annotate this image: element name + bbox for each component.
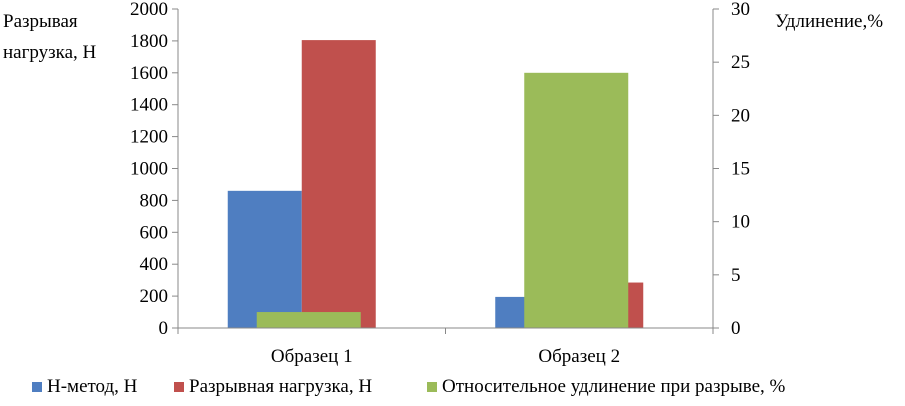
bar-breaking-load-1: [301, 40, 376, 328]
x-tick-label: Образец 2: [538, 346, 620, 367]
y-left-tick-label: 2000: [130, 0, 168, 20]
y-left-tick-label: 1400: [130, 95, 168, 116]
x-tick-label: Образец 1: [271, 346, 353, 367]
y-right-tick-label: 10: [731, 212, 750, 233]
bar-h-method-1: [227, 190, 302, 328]
y-left-axis-title-line2: нагрузка, Н: [3, 42, 97, 63]
y-left-tick-label: 1000: [130, 159, 168, 180]
legend-label-elongation: Относительное удлинение при разрыве, %: [442, 376, 786, 397]
y-left-tick-label: 0: [159, 318, 169, 339]
y-left-axis-title-line1: Разрывая: [3, 11, 78, 32]
legend-swatch-breaking-load: [174, 382, 184, 392]
legend-label-h-method: Н-метод, Н: [47, 376, 138, 397]
legend: Н-метод, Н Разрывная нагрузка, Н Относит…: [0, 376, 905, 404]
y-left-tick-label: 1800: [130, 31, 168, 52]
chart: 0 200 400 600 800 1000 1200 1400 1600 1800 2000 0 5 1…: [3, 0, 883, 367]
legend-label-breaking-load: Разрывная нагрузка, Н: [189, 376, 373, 397]
y-left-tick-label: 1600: [130, 63, 168, 84]
y-right-tick-label: 25: [731, 52, 750, 73]
bar-elongation-2: [524, 72, 629, 328]
legend-item-breaking-load: Разрывная нагрузка, Н: [174, 376, 372, 398]
y-right-axis-title: Удлинение,%: [775, 11, 883, 32]
y-left-tick-label: 600: [140, 222, 169, 243]
y-right-tick-label: 15: [731, 159, 750, 180]
bar-elongation-1: [256, 312, 361, 328]
y-left-tick-label: 1200: [130, 127, 168, 148]
y-right-tick-label: 30: [731, 0, 750, 20]
y-left-tick-label: 400: [140, 254, 169, 275]
y-left-tick-label: 200: [140, 286, 169, 307]
legend-item-elongation: Относительное удлинение при разрыве, %: [427, 376, 785, 398]
y-right-tick-label: 20: [731, 105, 750, 126]
y-right-tick-label: 0: [731, 318, 741, 339]
legend-item-h-method: Н-метод, Н: [32, 376, 137, 398]
y-left-tick-label: 800: [140, 190, 169, 211]
y-right-tick-label: 5: [731, 265, 741, 286]
legend-swatch-h-method: [32, 382, 42, 392]
legend-swatch-elongation: [427, 382, 437, 392]
